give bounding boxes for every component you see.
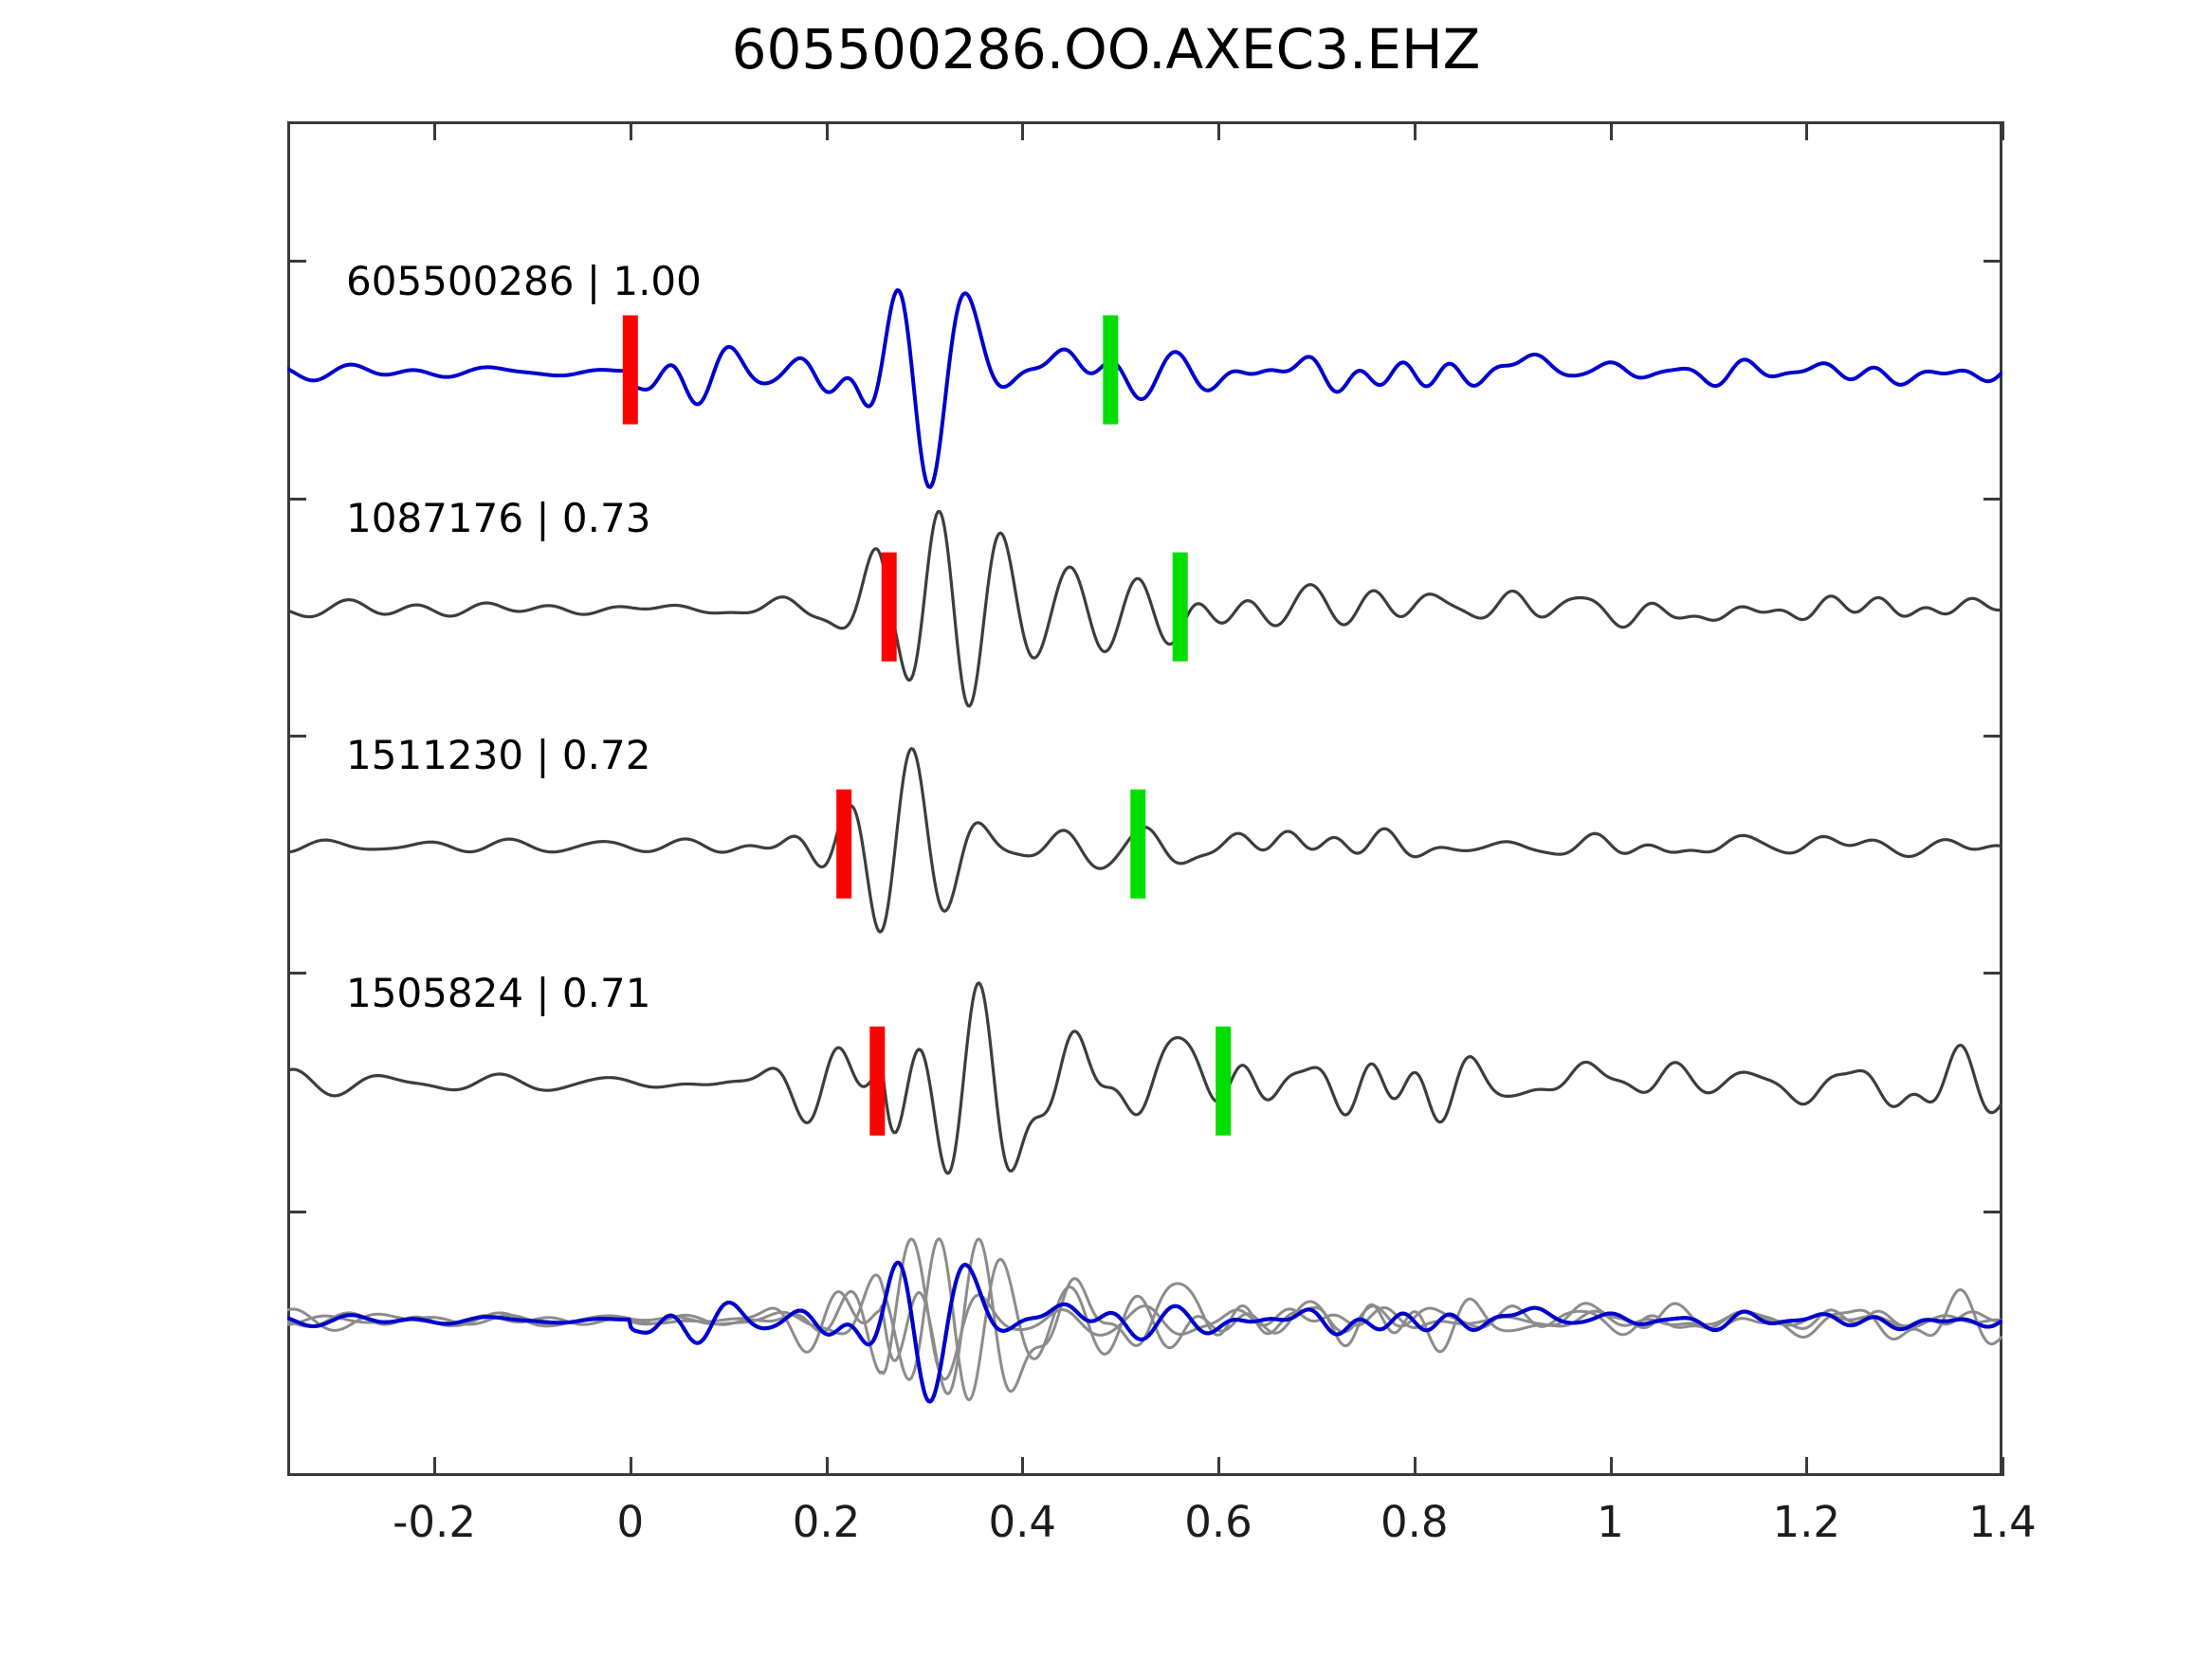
- y-axis-tick: [1983, 972, 2002, 975]
- y-axis-tick: [1983, 498, 2002, 501]
- x-axis-tick: [1609, 1457, 1613, 1476]
- x-axis-tick-label: 0.8: [1380, 1497, 1449, 1547]
- x-axis-tick: [1021, 1457, 1025, 1476]
- x-axis-tick-label: 0.2: [792, 1497, 861, 1547]
- waveform-canvas: [287, 121, 2002, 1476]
- x-axis-tick-label: 1.4: [1968, 1497, 2037, 1547]
- waveform-trace-1505824: [287, 981, 2002, 1176]
- trace-label-1505824: 1505824 | 0.71: [346, 969, 651, 1016]
- x-axis-tick: [433, 1457, 437, 1476]
- pick-marker-p-1505824[interactable]: [869, 1026, 886, 1136]
- x-axis-tick-top: [1217, 121, 1221, 140]
- x-axis-tick-top: [433, 121, 437, 140]
- x-axis-tick: [1805, 1457, 1809, 1476]
- overlay-trace-1087176: [287, 1237, 2002, 1402]
- overlay-trace-target: [287, 1260, 2002, 1404]
- x-axis-tick-label: 0.4: [988, 1497, 1057, 1547]
- x-axis-tick: [1217, 1457, 1221, 1476]
- x-axis-tick-label: 1.2: [1772, 1497, 1841, 1547]
- x-axis-tick-top: [1805, 121, 1809, 140]
- waveform-trace-605500286: [287, 288, 2002, 489]
- x-axis-tick-label: 0.6: [1184, 1497, 1252, 1547]
- y-axis-tick: [1983, 259, 2002, 263]
- pick-marker-s-1511230[interactable]: [1130, 789, 1146, 899]
- y-axis-tick: [1983, 1210, 2002, 1213]
- x-axis-tick: [2002, 1457, 2004, 1476]
- x-axis-tick-top: [2002, 121, 2004, 140]
- x-axis-tick-top: [1609, 121, 1613, 140]
- y-axis-tick: [287, 1210, 306, 1213]
- x-axis-tick: [629, 1457, 632, 1476]
- pick-marker-s-605500286[interactable]: [1103, 315, 1119, 425]
- x-axis-tick-label: -0.2: [393, 1497, 476, 1547]
- x-axis-tick: [1413, 1457, 1417, 1476]
- y-axis-tick: [287, 972, 306, 975]
- y-axis-tick: [287, 498, 306, 501]
- x-axis-tick-label: 1: [1597, 1497, 1624, 1547]
- x-axis-tick-top: [1413, 121, 1417, 140]
- page-title: 605500286.OO.AXEC3.EHZ: [731, 17, 1481, 82]
- x-axis-tick: [825, 1457, 829, 1476]
- overlay-trace-1511230: [287, 1237, 2002, 1381]
- x-axis-tick-label: 0: [616, 1497, 645, 1547]
- y-axis-tick: [287, 735, 306, 738]
- pick-marker-s-1505824[interactable]: [1216, 1026, 1232, 1136]
- pick-marker-p-1511230[interactable]: [836, 789, 852, 899]
- trace-label-1511230: 1511230 | 0.72: [346, 732, 651, 779]
- y-axis-tick: [1983, 735, 2002, 738]
- y-axis-tick: [287, 259, 306, 263]
- trace-label-1087176: 1087176 | 0.73: [346, 495, 651, 542]
- x-axis-tick-top: [825, 121, 829, 140]
- overlay-trace-605500286: [287, 1260, 2002, 1404]
- waveform-svg: [287, 288, 2002, 1404]
- trace-label-605500286: 605500286 | 1.00: [346, 258, 702, 305]
- pick-marker-s-1087176[interactable]: [1172, 552, 1188, 662]
- pick-marker-p-605500286[interactable]: [622, 315, 638, 425]
- pick-marker-p-1087176[interactable]: [881, 552, 897, 662]
- x-axis-tick-top: [1021, 121, 1025, 140]
- x-axis-tick-top: [629, 121, 632, 140]
- waveform-trace-1087176: [287, 509, 2002, 708]
